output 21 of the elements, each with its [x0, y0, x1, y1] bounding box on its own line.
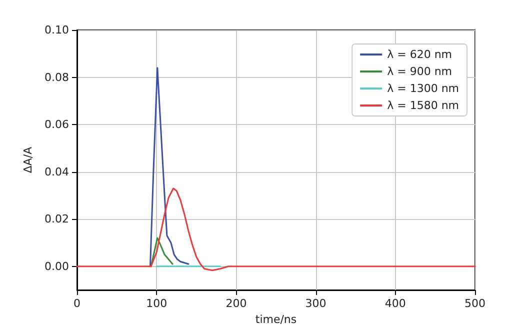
y-tick-label: 0.10 [44, 24, 69, 36]
line-series [150, 237, 174, 268]
x-tick-label: 500 [464, 297, 486, 310]
line-series [149, 67, 190, 268]
y-tick-label: 0.04 [44, 165, 69, 178]
x-tick-label: 100 [146, 297, 168, 310]
legend-label: λ = 620 nm [387, 48, 452, 61]
x-tick-label: 400 [384, 297, 406, 310]
y-tick-label: 0.02 [44, 212, 69, 226]
legend-label: λ = 1580 nm [387, 99, 460, 112]
y-tick-label: 0.06 [44, 118, 69, 132]
y-tick-label: 0.00 [44, 260, 69, 273]
y-tick-label: 0.08 [44, 70, 69, 84]
x-tick-label: 200 [226, 297, 247, 310]
x-tick-label: 300 [305, 297, 326, 310]
x-tick-label: 0 [74, 297, 80, 310]
x-axis-title: time/ns [255, 312, 297, 326]
legend-label: λ = 1300 nm [387, 82, 460, 95]
legend-label: λ = 900 nm [387, 65, 452, 78]
y-axis-title: ΔA/A [22, 146, 35, 174]
line-series [76, 188, 476, 272]
